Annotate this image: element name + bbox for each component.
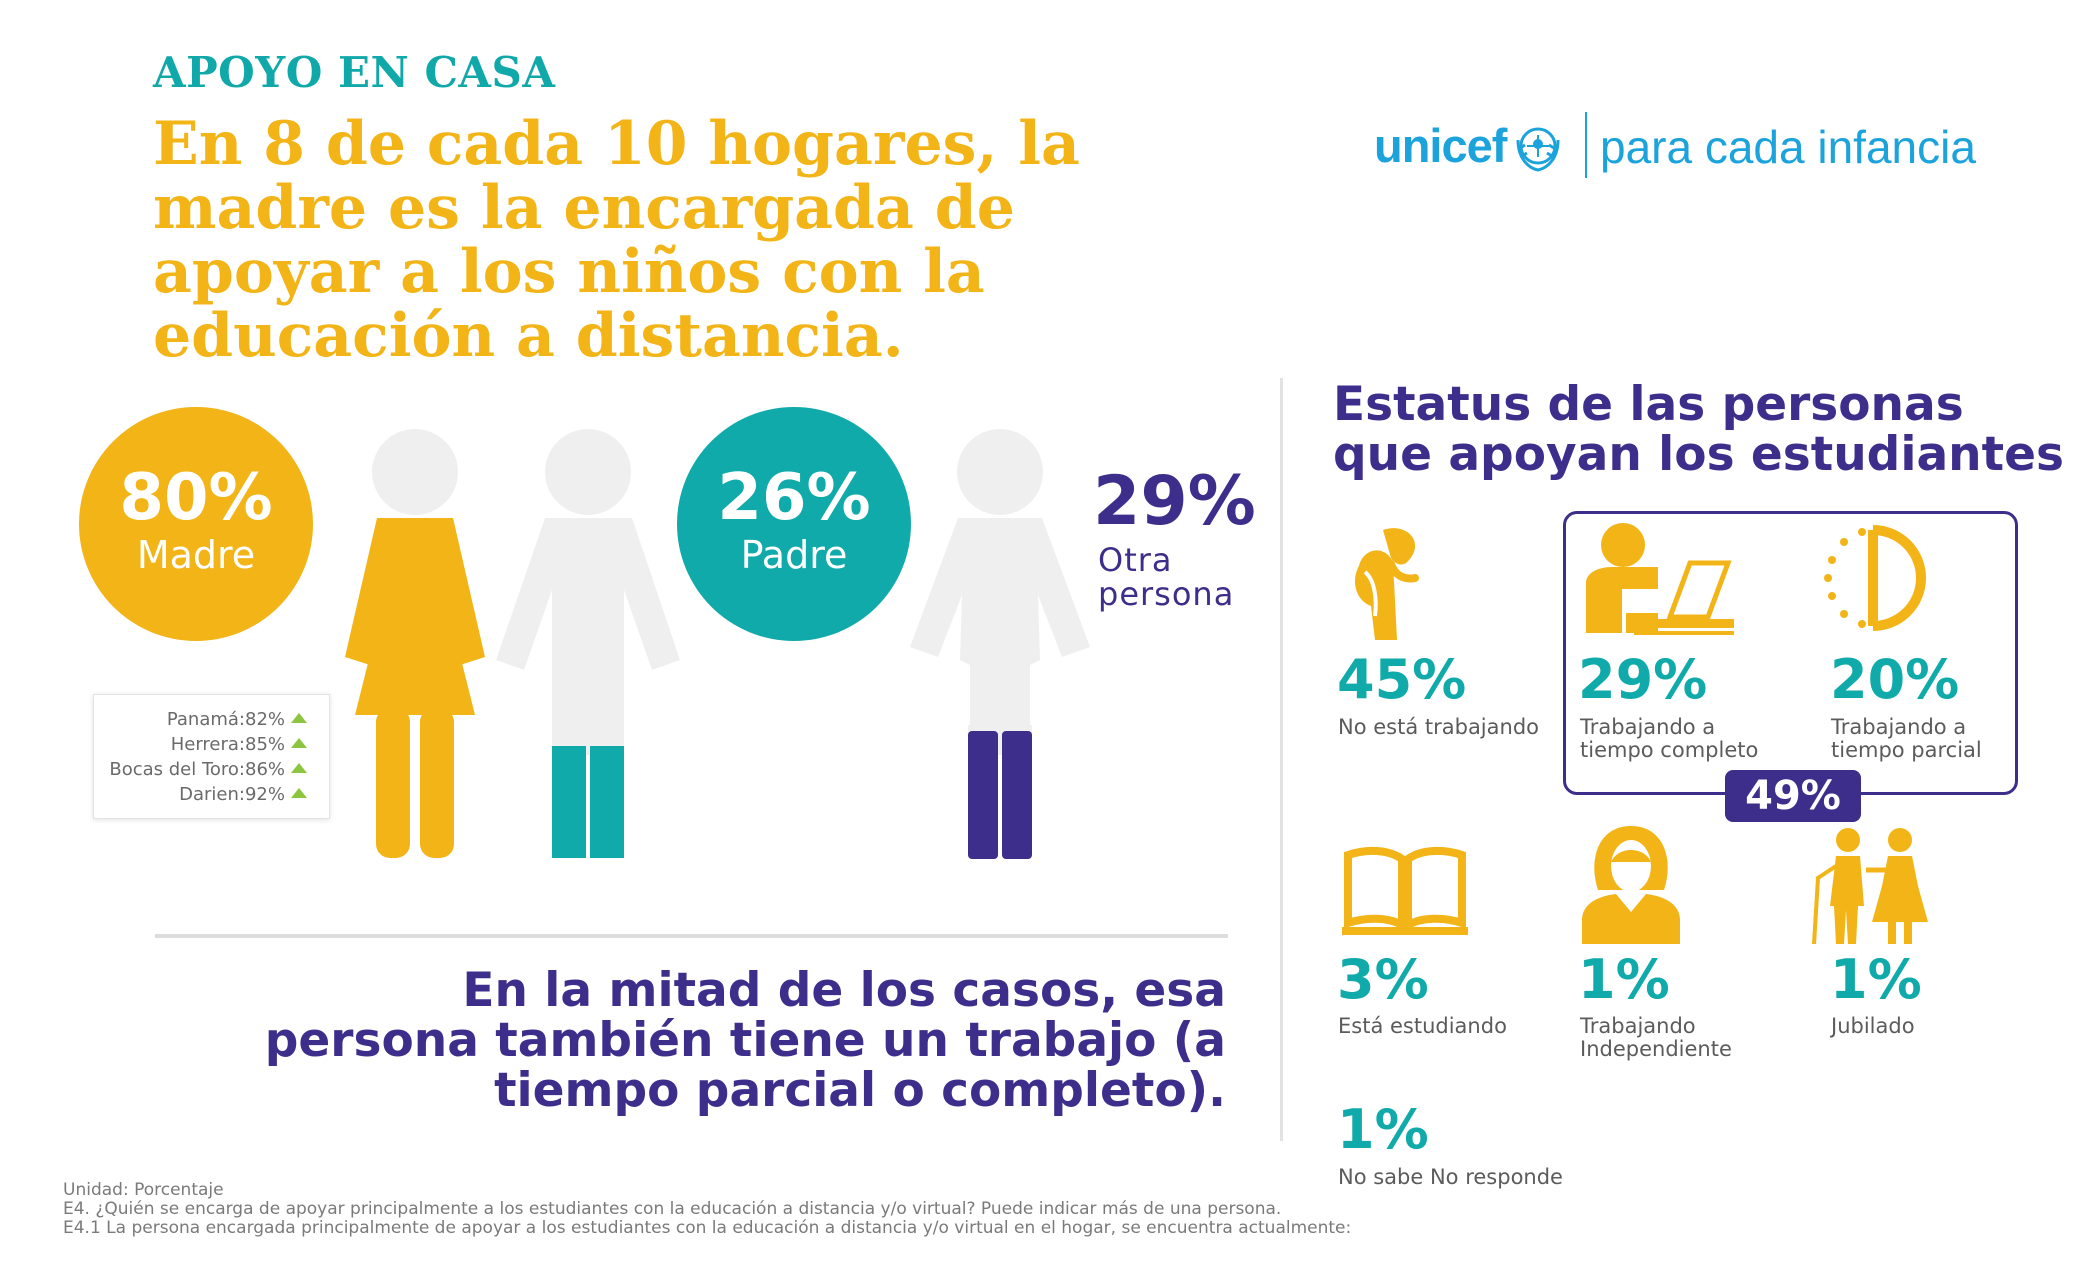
status-label-estudiando: Está estudiando bbox=[1338, 1014, 1507, 1038]
footnote-question-2: E4.1 La persona encargada principalmente… bbox=[63, 1218, 1352, 1238]
unicef-wordmark: unicef bbox=[1374, 119, 1507, 172]
otra-percent: 29% bbox=[1093, 462, 1256, 541]
elderly-couple-icon bbox=[1812, 828, 1928, 945]
status-percent-independiente: 1% bbox=[1578, 948, 1670, 1011]
footnote-unit: Unidad: Porcentaje bbox=[63, 1180, 224, 1200]
otra-label: Otra persona bbox=[1098, 541, 1235, 613]
padre-label: Padre bbox=[740, 533, 848, 577]
logo-separator bbox=[1585, 112, 1587, 178]
region-label: Darien:92% bbox=[179, 784, 285, 805]
region-row: Herrera:85% bbox=[171, 734, 307, 756]
status-label-independiente: Trabajando Independiente bbox=[1580, 1014, 1732, 1061]
padre-circle: 26% Padre bbox=[677, 407, 911, 641]
padre-percent: 26% bbox=[717, 461, 871, 535]
kicker-title: APOYO EN CASA bbox=[153, 48, 556, 97]
up-triangle-icon bbox=[291, 788, 307, 798]
woman-figure-icon bbox=[345, 429, 485, 858]
unicef-emblem-icon bbox=[1516, 127, 1560, 172]
headline: En 8 de cada 10 hogares, la madre es la … bbox=[153, 109, 1080, 371]
status-label-tiempo-parcial: Trabajando a tiempo parcial bbox=[1831, 715, 1982, 762]
tired-person-icon bbox=[1355, 528, 1419, 640]
footnote: Unidad: Porcentaje E4. ¿Quién se encarga… bbox=[63, 1181, 1363, 1238]
madre-label: Madre bbox=[136, 533, 256, 577]
status-label-no-sabe: No sabe No responde bbox=[1338, 1165, 1563, 1189]
footnote-question-1: E4. ¿Quién se encarga de apoyar principa… bbox=[63, 1199, 1282, 1219]
region-label: Bocas del Toro:86% bbox=[109, 759, 285, 780]
status-percent-no-trabajando: 45% bbox=[1337, 648, 1467, 711]
independent-worker-icon bbox=[1582, 826, 1680, 944]
madre-percent: 80% bbox=[119, 461, 273, 535]
status-label-tiempo-completo: Trabajando a tiempo completo bbox=[1580, 715, 1759, 762]
status-percent-estudiando: 3% bbox=[1337, 948, 1429, 1011]
up-triangle-icon bbox=[291, 738, 307, 748]
half-clock-icon bbox=[1824, 525, 1926, 631]
working-total-badge: 49% bbox=[1725, 770, 1861, 822]
region-row: Bocas del Toro:86% bbox=[109, 759, 307, 781]
status-percent-no-sabe: 1% bbox=[1337, 1098, 1429, 1161]
status-percent-tiempo-completo: 29% bbox=[1578, 648, 1708, 711]
summary-text: En la mitad de los casos, esa persona ta… bbox=[264, 963, 1226, 1118]
person-figure-icon bbox=[910, 429, 1090, 859]
status-label-jubilado: Jubilado bbox=[1831, 1014, 1915, 1038]
region-row: Darien:92% bbox=[179, 784, 307, 806]
up-triangle-icon bbox=[291, 713, 307, 723]
region-label: Panamá:82% bbox=[166, 709, 285, 730]
desk-laptop-icon bbox=[1586, 523, 1734, 635]
status-percent-tiempo-parcial: 20% bbox=[1830, 648, 1960, 711]
man-figure-icon bbox=[496, 429, 680, 858]
regions-callout: Panamá:82% Herrera:85% Bocas del Toro:86… bbox=[93, 694, 330, 819]
up-triangle-icon bbox=[291, 763, 307, 773]
status-percent-jubilado: 1% bbox=[1830, 948, 1922, 1011]
unicef-tagline: para cada infancia bbox=[1600, 121, 1976, 173]
woman-and-man-figures bbox=[345, 429, 680, 858]
status-label-no-trabajando: No está trabajando bbox=[1338, 715, 1539, 739]
open-book-icon bbox=[1342, 846, 1468, 935]
status-title: Estatus de las personas que apoyan los e… bbox=[1333, 377, 2064, 482]
madre-circle: 80% Madre bbox=[79, 407, 313, 641]
region-row: Panamá:82% bbox=[167, 709, 307, 731]
region-label: Herrera:85% bbox=[170, 734, 285, 755]
column-divider bbox=[1280, 378, 1283, 1141]
man-thigh-shape bbox=[552, 660, 624, 746]
divider bbox=[155, 934, 1228, 938]
